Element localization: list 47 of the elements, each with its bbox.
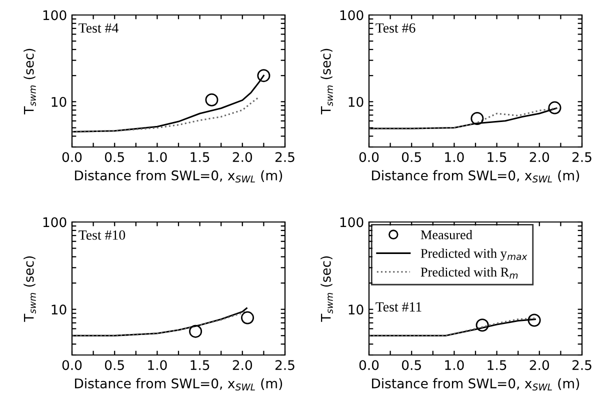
y-tick-label: 10 — [348, 304, 364, 315]
y-axis-title: T$_{swm}$ (sec) — [24, 48, 36, 114]
annotation: Test #6 — [376, 23, 416, 33]
legend-label: Measured — [420, 230, 472, 240]
x-tick-label: 0.0 — [359, 152, 379, 162]
x-tick-label: 2.0 — [232, 152, 252, 162]
y-axis-title: T$_{swm}$ (sec) — [24, 256, 36, 322]
x-tick-label: 2.5 — [275, 360, 294, 370]
x-tick-label: 0.0 — [359, 360, 379, 370]
x-tick-label: 0.5 — [104, 152, 124, 162]
x-tick-label: 1.0 — [148, 152, 167, 162]
annotation: Test #10 — [78, 230, 126, 240]
x-tick-label: 0.5 — [402, 360, 421, 370]
y-tick-label: 100 — [43, 217, 66, 228]
x-tick-label: 2.5 — [572, 152, 592, 162]
legend-label: Predicted with y$_{max}$ — [420, 248, 528, 261]
x-tick-label: 0.5 — [402, 152, 421, 162]
x-tick-label: 2.5 — [572, 360, 592, 370]
x-tick-label: 0.0 — [62, 360, 82, 370]
y-tick-label: 100 — [340, 217, 364, 228]
x-tick-label: 1.0 — [445, 152, 464, 162]
x-axis-title: Distance from SWL=0, x$_{SWL}$ (m) — [372, 170, 580, 183]
x-tick-label: 1.5 — [488, 360, 506, 370]
x-tick-label: 2.0 — [232, 360, 252, 370]
x-tick-label: 1.5 — [190, 152, 210, 162]
annotation: Test #11 — [376, 302, 422, 312]
y-tick-label: 10 — [52, 96, 66, 107]
x-axis-title: Distance from SWL=0, x$_{SWL}$ (m) — [372, 378, 580, 391]
x-tick-label: 2.0 — [530, 360, 550, 370]
y-tick-label: 100 — [340, 10, 364, 20]
y-tick-label: 10 — [52, 304, 66, 315]
x-tick-label: 0.0 — [62, 152, 82, 162]
legend-label: Predicted with R$_{m}$ — [420, 267, 518, 279]
x-axis-title: Distance from SWL=0, x$_{SWL}$ (m) — [75, 378, 282, 391]
y-tick-label: 10 — [348, 96, 364, 107]
x-tick-label: 1.0 — [445, 360, 464, 370]
x-axis-title: Distance from SWL=0, x$_{SWL}$ (m) — [75, 170, 282, 183]
x-tick-label: 0.5 — [104, 360, 124, 370]
y-axis-title: T$_{swm}$ (sec) — [320, 256, 333, 322]
x-tick-label: 1.5 — [488, 152, 506, 162]
x-tick-label: 1.0 — [148, 360, 167, 370]
x-tick-label: 1.5 — [190, 360, 210, 370]
annotation: Test #4 — [78, 23, 118, 33]
y-axis-title: T$_{swm}$ (sec) — [320, 48, 333, 114]
x-tick-label: 2.0 — [530, 152, 550, 162]
x-tick-label: 2.5 — [275, 152, 294, 162]
y-tick-label: 100 — [43, 10, 66, 20]
